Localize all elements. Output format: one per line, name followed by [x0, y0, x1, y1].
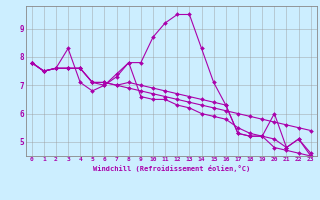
X-axis label: Windchill (Refroidissement éolien,°C): Windchill (Refroidissement éolien,°C) [92, 165, 250, 172]
